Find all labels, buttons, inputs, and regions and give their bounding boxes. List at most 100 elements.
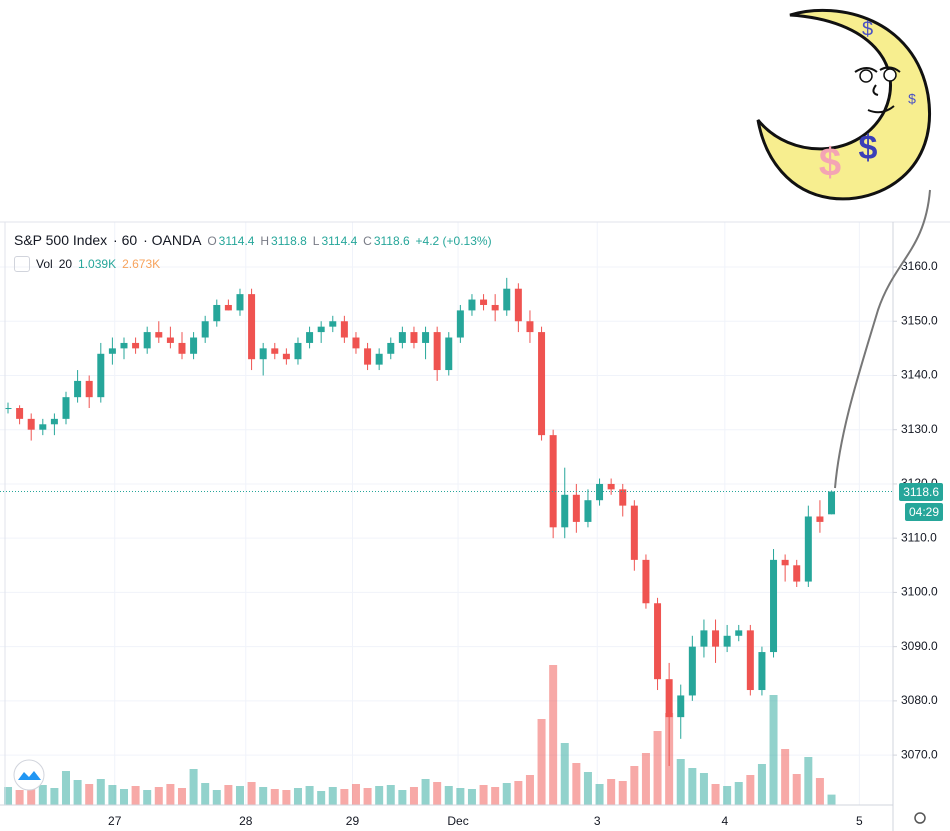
change: +4.2 (+0.13%) bbox=[415, 234, 492, 248]
candle-body bbox=[538, 332, 546, 436]
volume-bar bbox=[537, 719, 546, 805]
volume-bar bbox=[676, 759, 685, 805]
moon-dollar: $ bbox=[859, 129, 878, 167]
x-tick-label: 27 bbox=[108, 814, 122, 828]
candle-body bbox=[271, 348, 279, 354]
candle-body bbox=[213, 304, 221, 322]
volume-bar bbox=[711, 784, 720, 805]
candle-body bbox=[700, 630, 708, 647]
candle-body bbox=[804, 516, 812, 582]
volume-bar bbox=[479, 785, 488, 805]
candle-body bbox=[410, 332, 418, 343]
x-tick-label: 28 bbox=[239, 814, 253, 828]
symbol-title: S&P 500 Index bbox=[14, 232, 108, 248]
collapse-button[interactable] bbox=[14, 256, 30, 272]
volume-bar bbox=[607, 779, 616, 805]
candle-body bbox=[445, 337, 453, 371]
y-tick-label: 3150.0 bbox=[901, 313, 938, 327]
volume-bar bbox=[189, 769, 198, 805]
candle-body bbox=[201, 321, 209, 338]
source: OANDA bbox=[151, 232, 202, 248]
volume-bar bbox=[549, 665, 558, 805]
volume-bar bbox=[444, 786, 453, 805]
candle-body bbox=[468, 299, 476, 311]
volume-bar bbox=[61, 771, 70, 805]
x-tick-label: 3 bbox=[594, 814, 601, 828]
x-tick-label: 29 bbox=[346, 814, 360, 828]
legend-header: S&P 500 Index · 60 · OANDA O 3114.4 H 3118… bbox=[14, 232, 492, 248]
volume-bar bbox=[166, 784, 175, 805]
candle-body bbox=[143, 332, 151, 349]
candle-body bbox=[16, 408, 24, 419]
candle-body bbox=[282, 353, 290, 360]
candle-body bbox=[665, 679, 673, 718]
last-price-label: 3118.6 bbox=[899, 482, 943, 501]
volume-bar bbox=[15, 790, 24, 805]
y-tick-label: 3070.0 bbox=[901, 747, 938, 761]
candle-body bbox=[770, 559, 778, 653]
volume-bar bbox=[641, 753, 650, 805]
candle-body bbox=[596, 483, 604, 501]
candle-body bbox=[561, 494, 569, 528]
volume-bar bbox=[630, 766, 639, 805]
volume-bar bbox=[73, 780, 82, 805]
volume-bar bbox=[224, 785, 233, 805]
candle-body bbox=[677, 695, 685, 718]
volume-bar bbox=[143, 790, 152, 805]
volume-bar bbox=[699, 773, 708, 805]
volume-bar bbox=[27, 783, 36, 805]
candle-body bbox=[630, 505, 638, 560]
candle-body bbox=[781, 559, 789, 566]
candle-body bbox=[39, 424, 47, 430]
volume-bar bbox=[433, 782, 442, 805]
volume-bar bbox=[212, 790, 221, 805]
volume-bar bbox=[572, 763, 581, 805]
candle-body bbox=[642, 559, 650, 604]
volume-bar bbox=[502, 783, 511, 805]
ohlc-letter: H bbox=[260, 234, 270, 248]
volume-bar bbox=[815, 778, 824, 805]
volume-bar bbox=[305, 786, 314, 805]
volume-bar bbox=[282, 790, 291, 805]
volume-bar bbox=[618, 781, 627, 805]
candle-body bbox=[155, 332, 163, 338]
volume-bar bbox=[270, 789, 279, 805]
candle-body bbox=[828, 491, 836, 515]
candle-body bbox=[746, 630, 754, 691]
ohlc-value: 3118.6 bbox=[373, 234, 410, 248]
candle-body bbox=[491, 304, 499, 311]
volume-bar bbox=[119, 789, 128, 805]
logo-button[interactable] bbox=[13, 759, 45, 791]
candle-body bbox=[329, 321, 337, 327]
volume-bar bbox=[456, 788, 465, 805]
candle-body bbox=[306, 332, 314, 343]
candle-body bbox=[387, 342, 395, 354]
volume-bar bbox=[525, 775, 534, 805]
candle-body bbox=[4, 408, 12, 410]
volume-bar bbox=[85, 784, 94, 805]
volume-bar bbox=[827, 794, 836, 805]
volume-bar bbox=[757, 764, 766, 805]
x-tick-label: 5 bbox=[856, 814, 863, 828]
candle-body bbox=[619, 489, 627, 506]
candle-body bbox=[259, 348, 267, 360]
candle-body bbox=[190, 337, 198, 354]
volume-name: Vol bbox=[36, 257, 53, 271]
candle-body bbox=[166, 337, 174, 343]
volume-bar bbox=[38, 785, 47, 805]
volume-bar bbox=[583, 772, 592, 805]
candle-body bbox=[27, 418, 35, 430]
candle-layer bbox=[0, 277, 893, 766]
candle-body bbox=[108, 348, 116, 354]
y-tick-label: 3140.0 bbox=[901, 368, 938, 382]
y-tick-label: 3130.0 bbox=[901, 422, 938, 436]
volume-bar bbox=[514, 781, 523, 805]
volume-bar bbox=[467, 789, 476, 805]
logo-icon bbox=[18, 771, 41, 780]
settings-icon[interactable] bbox=[914, 812, 926, 824]
volume-bar bbox=[398, 790, 407, 805]
volume-bar bbox=[688, 768, 697, 805]
candle-body bbox=[723, 635, 731, 647]
candle-body bbox=[758, 652, 766, 691]
